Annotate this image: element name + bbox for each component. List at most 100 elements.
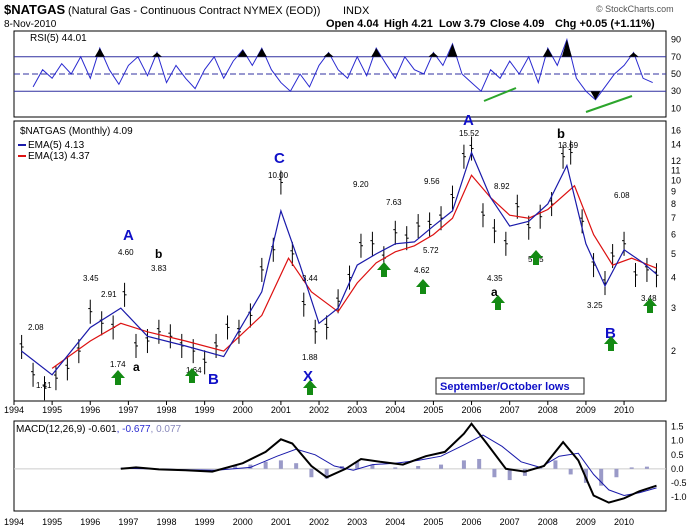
year-label-2010: 2010 [614,405,634,415]
macd-hist-bar [416,466,421,469]
macd-legend-value-3: , 0.077 [151,424,182,435]
year-label-2007: 2007 [500,405,520,415]
ema13-legend: EMA(13) 4.37 [28,151,90,162]
year-label-1997: 1997 [118,405,138,415]
macd-hist-bar [644,466,649,469]
price-tick-7: 7 [671,213,676,223]
macd-hist-bar [507,468,512,481]
year-label-bottom-2009: 2009 [576,517,596,527]
year-label-bottom-1996: 1996 [80,517,100,527]
rsi-tick-50: 50 [671,69,681,79]
price-label-13.69: 13.69 [558,141,579,150]
price-label-3.83: 3.83 [151,264,167,273]
year-label-1999: 1999 [195,405,215,415]
price-label-1.74: 1.74 [110,360,126,369]
macd-hist-bar [370,464,375,469]
macd-hist-bar [233,466,238,469]
price-panel [13,120,667,402]
green-up-arrow [111,370,125,385]
open-value: Open 4.04 [326,18,379,30]
macd-legend: MACD(12,26,9) -0.601, -0.677, 0.077 [16,424,182,435]
price-label-5.72: 5.72 [423,246,439,255]
wave-label-a-2: a [133,360,140,374]
low-value: Low 3.79 [439,18,485,30]
macd-hist-bar [461,460,466,469]
price-label-3.45: 3.45 [83,274,99,283]
lows-annotation-box [435,377,585,395]
change-value: Chg +0.05 (+1.11%) [555,18,655,30]
year-label-bottom-2002: 2002 [309,517,329,527]
macd-legend-value-2: , -0.677 [117,424,151,435]
price-label-6.08: 6.08 [614,191,630,200]
price-tick-12: 12 [671,156,681,166]
rsi-overbought-fill [447,43,458,57]
rsi-tick-90: 90 [671,35,681,45]
ema5-line [21,150,657,376]
rsi-overbought-fill [371,48,382,57]
rsi-tick-30: 30 [671,86,681,96]
macd-hist-bar [294,463,299,469]
rsi-tick-10: 10 [671,103,681,113]
close-value: Close 4.09 [490,18,544,30]
price-label-7.63: 7.63 [386,198,402,207]
wave-label-B-9: B [605,325,616,342]
green-up-arrow [185,368,199,383]
macd-legend-label: MACD(12,26,9) [16,424,85,435]
green-up-arrow [643,298,657,313]
symbol-description: (Natural Gas - Continuous Contract NYMEX… [68,5,320,17]
year-label-bottom-2005: 2005 [423,517,443,527]
macd-hist-bar [477,458,482,469]
year-label-2003: 2003 [347,405,367,415]
price-data-labels: 2.081.413.452.911.744.603.831.6410.003.4… [28,129,657,390]
year-label-2004: 2004 [385,405,405,415]
year-label-2002: 2002 [309,405,329,415]
price-label-1.88: 1.88 [302,353,318,362]
year-label-bottom-2001: 2001 [271,517,291,527]
year-label-bottom-1999: 1999 [195,517,215,527]
year-label-2008: 2008 [538,405,558,415]
year-label-bottom-2004: 2004 [385,517,405,527]
lows-annotation-text: September/October lows [440,381,570,393]
price-legend-label: $NATGAS (Monthly) 4.09 [20,126,133,137]
price-tick-10: 10 [671,175,681,185]
macd-hist-bar [263,461,268,469]
price-label-4.62: 4.62 [414,266,430,275]
year-label-bottom-2007: 2007 [500,517,520,527]
chart-date: 8-Nov-2010 [4,19,57,30]
symbol-title: $NATGAS [4,2,65,17]
macd-tick--0.5: -0.5 [671,478,687,488]
green-up-arrow [303,380,317,395]
rsi-legend: RSI(5) 44.01 [30,33,87,44]
year-label-bottom-1994: 1994 [4,517,24,527]
price-label-1.41: 1.41 [36,381,52,390]
price-label-9.56: 9.56 [424,177,440,186]
year-label-bottom-2006: 2006 [462,517,482,527]
year-label-2001: 2001 [271,405,291,415]
green-up-arrow [377,262,391,277]
macd-tick-1.5: 1.5 [671,422,684,432]
year-label-bottom-1998: 1998 [156,517,176,527]
price-label-3.44: 3.44 [302,274,318,283]
price-label-4.35: 4.35 [487,274,503,283]
price-tick-2: 2 [671,346,676,356]
rsi-overbought-fill [94,48,105,57]
price-tick-5: 5 [671,249,676,259]
macd-hist-bar [553,460,558,469]
price-label-15.52: 15.52 [459,129,480,138]
green-up-arrow [491,295,505,310]
year-label-1996: 1996 [80,405,100,415]
wave-label-C-4: C [274,150,285,167]
year-label-bottom-1997: 1997 [118,517,138,527]
price-tick-6: 6 [671,230,676,240]
year-axis-bottom: 1994 1995 1996 1997 1998 1999 2000 2001 2002 2003… [4,517,634,527]
wave-label-B-3: B [208,371,219,388]
low-arrows [111,250,657,395]
green-up-arrow [529,250,543,265]
wave-label-X-5: X [303,368,313,385]
price-tick-4: 4 [671,273,676,283]
rsi-trendline-2009 [585,95,633,113]
rsi-trendline-2007 [483,87,517,102]
price-legend: $NATGAS (Monthly) 4.09 EMA(5) 4.13 EMA(1… [18,126,133,162]
